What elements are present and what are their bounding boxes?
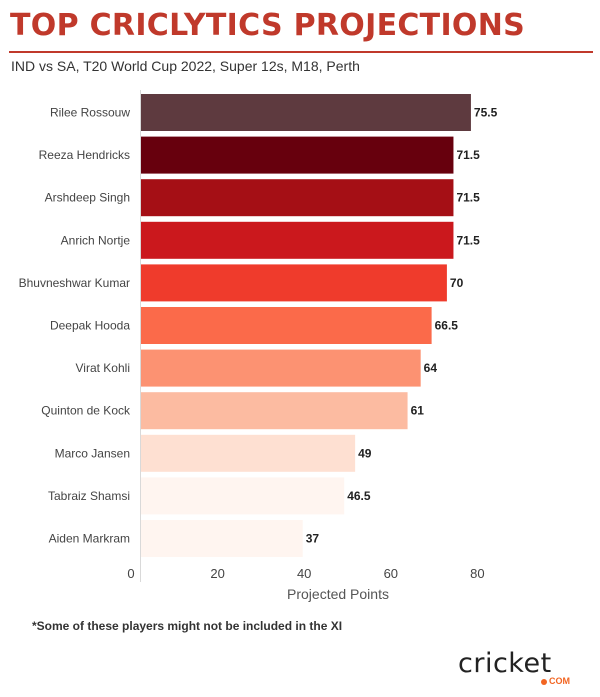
x-tick-label: 20 xyxy=(210,566,224,581)
footnote: *Some of these players might not be incl… xyxy=(32,619,343,633)
category-label: Bhuvneshwar Kumar xyxy=(19,276,130,290)
category-label: Virat Kohli xyxy=(76,361,130,375)
bar xyxy=(141,477,345,515)
value-label: 66.5 xyxy=(435,319,459,333)
bar xyxy=(141,179,454,217)
value-label: 61 xyxy=(411,404,425,418)
chart-title: TOP CRICLYTICS PROJECTIONS xyxy=(10,8,526,43)
cricket-com-logo: cricket COM xyxy=(458,648,578,688)
category-label: Aiden Markram xyxy=(49,532,130,546)
chart-subtitle: IND vs SA, T20 World Cup 2022, Super 12s… xyxy=(11,58,360,74)
x-tick-label: 80 xyxy=(470,566,484,581)
category-label: Quinton de Kock xyxy=(41,404,131,418)
category-label: Reeza Hendricks xyxy=(39,148,130,162)
bar xyxy=(141,307,432,344)
value-label: 64 xyxy=(424,361,438,375)
category-label: Marco Jansen xyxy=(55,446,130,460)
bar xyxy=(141,94,471,131)
logo-dot-icon xyxy=(541,678,547,685)
value-label: 71.5 xyxy=(456,191,480,205)
bar xyxy=(141,349,421,387)
x-tick-label: 40 xyxy=(297,566,311,581)
x-tick-label: 0 xyxy=(127,566,134,581)
category-label: Rilee Rossouw xyxy=(50,106,130,120)
value-label: 37 xyxy=(306,532,320,546)
value-label: 71.5 xyxy=(456,148,480,162)
x-ticks-layer: 0 20 40 60 80 xyxy=(127,566,484,581)
value-label: 46.5 xyxy=(347,489,371,503)
logo-wordmark: cricket xyxy=(458,648,552,679)
category-label: Deepak Hooda xyxy=(50,319,130,333)
bar-chart: Rilee Rossouw 75.5 Reeza Hendricks 71.5 Arsh… xyxy=(19,90,498,602)
value-label: 71.5 xyxy=(456,233,480,247)
value-label: 75.5 xyxy=(474,106,498,120)
category-label: Anrich Nortje xyxy=(61,233,131,247)
bar xyxy=(141,392,408,430)
bar xyxy=(141,136,454,174)
value-label: 49 xyxy=(358,446,372,460)
bar xyxy=(141,264,447,302)
category-label: Tabraiz Shamsi xyxy=(48,489,130,503)
title-divider xyxy=(9,51,593,53)
category-label: Arshdeep Singh xyxy=(45,191,130,205)
bars-layer: Rilee Rossouw 75.5 Reeza Hendricks 71.5 Arsh… xyxy=(19,94,498,557)
x-tick-label: 60 xyxy=(384,566,398,581)
bar xyxy=(141,520,303,557)
logo-suffix-text: COM xyxy=(549,676,570,686)
value-label: 70 xyxy=(450,276,464,290)
bar xyxy=(141,434,356,472)
x-axis-label: Projected Points xyxy=(287,586,389,602)
logo-suffix: COM xyxy=(541,676,570,686)
bar xyxy=(141,221,454,259)
